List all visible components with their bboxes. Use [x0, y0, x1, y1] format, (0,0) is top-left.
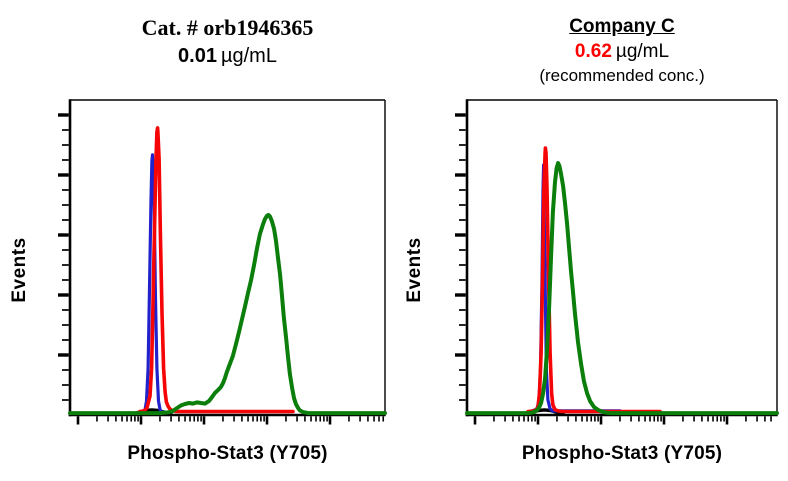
- left-red-curve: [138, 126, 295, 414]
- right-x-axis-label: Phospho-Stat3 (Y705): [521, 443, 723, 464]
- concentration-value: 0.01: [178, 45, 217, 67]
- left-y-axis-label: Events: [9, 237, 30, 303]
- right-panel-title: Company C 0.62 µg/mL (recommended conc.): [467, 14, 777, 87]
- recommended-note: (recommended conc.): [539, 66, 705, 85]
- company-name: Company C: [569, 16, 675, 37]
- concentration-value: 0.62: [574, 41, 612, 62]
- left-x-axis-label: Phospho-Stat3 (Y705): [127, 443, 328, 464]
- left-blue-curve: [139, 153, 164, 414]
- left-panel-title: Cat. # orb1946365 0.01 µg/mL: [70, 14, 385, 70]
- left-green-curve: [68, 212, 387, 416]
- catalog-number: Cat. # orb1946365: [141, 15, 314, 40]
- concentration-unit: µg/mL: [220, 45, 277, 67]
- right-y-axis-label: Events: [404, 237, 425, 303]
- right-green-curve: [465, 161, 779, 416]
- right-concentration-line: 0.62 µg/mL: [467, 39, 777, 65]
- concentration-unit: µg/mL: [615, 41, 670, 62]
- left-concentration-line: 0.01 µg/mL: [70, 42, 385, 70]
